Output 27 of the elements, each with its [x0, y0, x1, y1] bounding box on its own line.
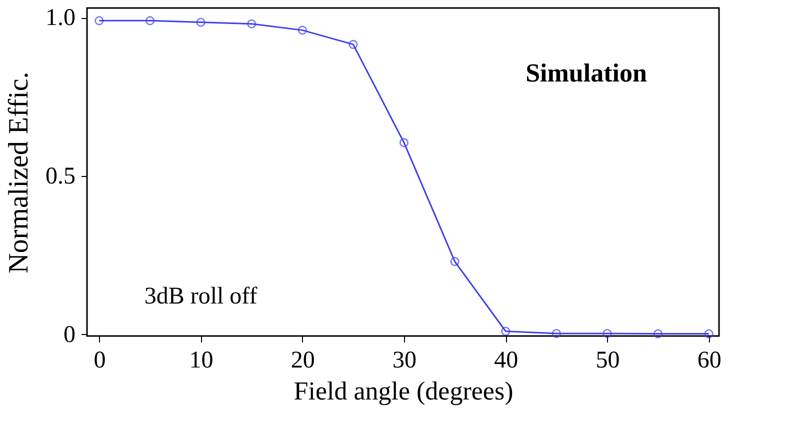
annotation: Simulation — [526, 58, 648, 88]
annotation: 3dB roll off — [144, 284, 258, 310]
point — [501, 326, 510, 336]
point — [145, 16, 155, 26]
point — [552, 328, 561, 338]
point — [602, 328, 612, 338]
point — [450, 257, 460, 266]
y-tick-label: 0 — [64, 322, 76, 348]
x-tick-label: 60 — [697, 348, 722, 374]
x-tick-label: 10 — [189, 348, 214, 374]
x-tick-label: 50 — [596, 348, 620, 374]
x-tick-label: 40 — [494, 348, 518, 374]
x-tick-label: 30 — [392, 348, 417, 374]
point — [654, 329, 663, 338]
point — [298, 26, 307, 35]
point — [94, 16, 104, 26]
y-tick-label: 1.0 — [46, 5, 76, 32]
point — [399, 138, 409, 148]
x-tick-label: 0 — [94, 348, 106, 374]
y-tick-label: 0.5 — [46, 163, 76, 190]
y-axis-title: Normalized Effic. — [4, 72, 34, 274]
point — [196, 18, 206, 27]
point — [704, 329, 714, 338]
point — [348, 40, 358, 49]
x-tick-label: 20 — [290, 348, 315, 374]
x-axis-title: Field angle (degrees) — [294, 376, 514, 406]
point — [247, 19, 256, 28]
